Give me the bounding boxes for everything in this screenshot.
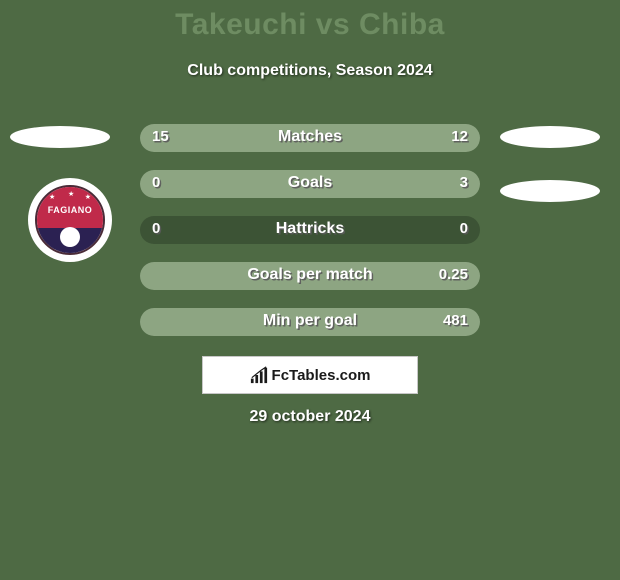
stat-label: Goals — [140, 174, 480, 192]
star-icon: ★ — [49, 193, 55, 201]
chart-canvas: Takeuchi vs Chiba Club competitions, Sea… — [0, 0, 620, 580]
stat-label: Goals per match — [140, 266, 480, 284]
stat-row: Matches15 12 — [140, 124, 480, 152]
page-title: Takeuchi vs Chiba — [0, 8, 620, 42]
stat-label: Matches — [140, 128, 480, 146]
stat-label: Hattricks — [140, 220, 480, 238]
stat-row: Goals per match0.25 — [140, 262, 480, 290]
stat-label: Min per goal — [140, 312, 480, 330]
stat-row: Min per goal481 — [140, 308, 480, 336]
bar-chart-icon — [250, 366, 268, 384]
club-badge-inner: FAGIANO ★ ★ ★ — [35, 185, 105, 255]
brand-box[interactable]: FcTables.com — [202, 356, 418, 394]
star-icon: ★ — [85, 193, 91, 201]
brand-text: FcTables.com — [272, 367, 371, 384]
player-left-placeholder — [10, 126, 110, 148]
star-icon: ★ — [68, 190, 74, 198]
club-badge: FAGIANO ★ ★ ★ — [28, 178, 112, 262]
stat-value-right: 0 — [460, 220, 468, 237]
date-text: 29 october 2024 — [0, 408, 620, 426]
player-right-placeholder-2 — [500, 180, 600, 202]
club-badge-text: FAGIANO — [37, 205, 103, 215]
stat-row: Hattricks0 0 — [140, 216, 480, 244]
stat-value-left: 0 — [152, 220, 160, 237]
stat-value-right: 12 — [451, 128, 468, 145]
page-subtitle: Club competitions, Season 2024 — [0, 62, 620, 80]
stat-value-left: 15 — [152, 128, 169, 145]
stat-value-left: 0 — [152, 174, 160, 191]
stat-value-right: 481 — [443, 312, 468, 329]
stat-row: Goals0 3 — [140, 170, 480, 198]
player-right-placeholder-1 — [500, 126, 600, 148]
stat-value-right: 0.25 — [439, 266, 468, 283]
stat-value-right: 3 — [460, 174, 468, 191]
club-badge-ball-icon — [60, 227, 80, 247]
